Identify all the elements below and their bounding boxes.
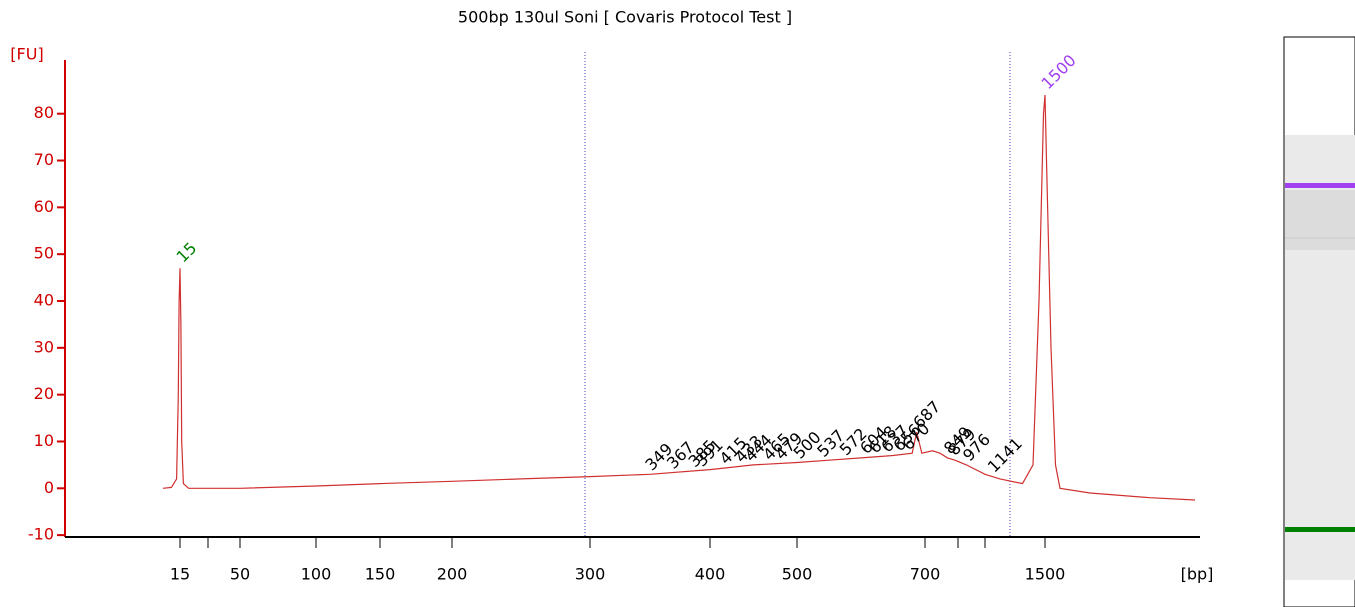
- y-tick-label: 20: [34, 384, 54, 403]
- y-tick-label: 0: [44, 478, 54, 497]
- y-tick-label: -10: [28, 525, 54, 544]
- chart-title: 500bp 130ul Soni [ Covaris Protocol Test…: [458, 8, 792, 27]
- trace: [162, 94, 1196, 501]
- x-tick-label: 100: [301, 565, 332, 584]
- x-axis-label: [bp]: [1181, 565, 1214, 584]
- y-tick-label: 10: [34, 431, 54, 450]
- peak-label: 15: [173, 238, 201, 266]
- y-tick-label: 30: [34, 337, 54, 356]
- x-tick-label: 1500: [1025, 565, 1066, 584]
- gel-lane: [1283, 36, 1355, 607]
- y-tick-label: 70: [34, 150, 54, 169]
- y-axis-label: [FU]: [10, 45, 43, 64]
- x-tick-label: 700: [910, 565, 941, 584]
- x-tick-label: 400: [695, 565, 726, 584]
- y-tick-label: 40: [34, 291, 54, 310]
- x-tick-label: 50: [230, 565, 250, 584]
- x-tick-label: 15: [170, 565, 190, 584]
- x-tick-label: 500: [782, 565, 813, 584]
- y-tick-label: 50: [34, 244, 54, 263]
- x-tick-label: 200: [437, 565, 468, 584]
- y-tick-label: 60: [34, 197, 54, 216]
- peak-label: 1500: [1038, 51, 1080, 93]
- y-tick-label: 80: [34, 103, 54, 122]
- x-tick-label: 150: [365, 565, 396, 584]
- x-tick-label: 300: [575, 565, 606, 584]
